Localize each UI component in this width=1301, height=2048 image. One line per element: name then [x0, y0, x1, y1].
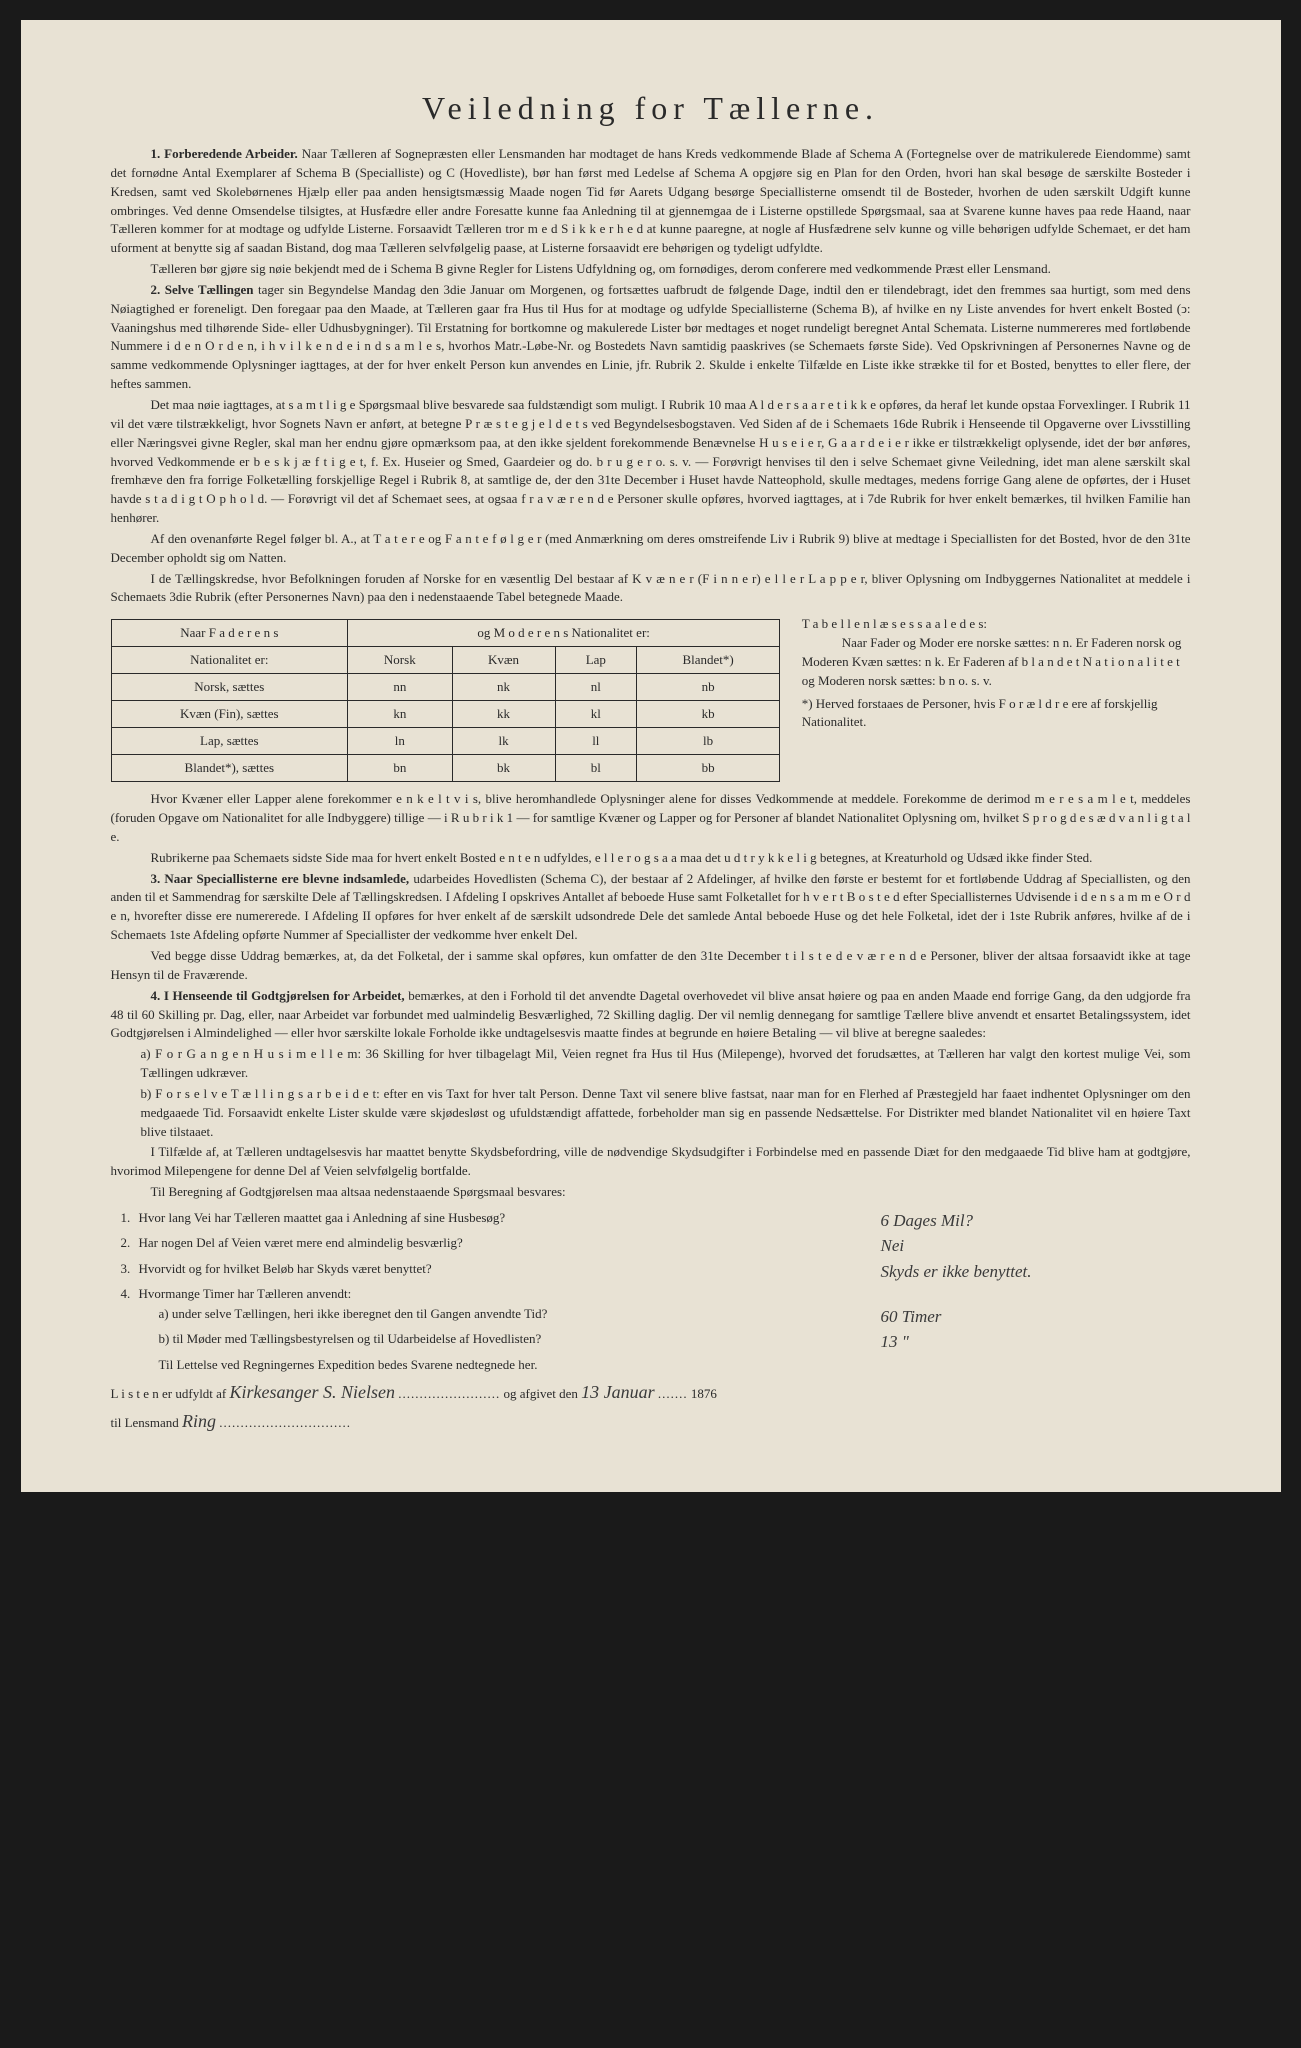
legend-heading: T a b e l l e n l æ s e s s a a l e d e …: [802, 615, 1191, 634]
nationality-table: Naar F a d e r e n s og M o d e r e n s …: [111, 619, 781, 782]
section-4-text2: I Tilfælde af, at Tælleren undtagelsesvi…: [111, 1143, 1191, 1181]
section-2-text2: Det maa nøie iagttages, at s a m t l i g…: [111, 396, 1191, 528]
section-1-label: 1. Forberedende Arbeider.: [151, 146, 298, 161]
signature-date: 13 Januar: [581, 1382, 655, 1402]
footer-signature-line: L i s t e n er udfyldt af Kirkesanger S.…: [111, 1382, 1191, 1403]
table-legend: T a b e l l e n l æ s e s s a a l e d e …: [802, 609, 1191, 732]
section-4-text3: Til Beregning af Godtgjørelsen maa altsa…: [111, 1183, 1191, 1202]
answer-handwritten: [871, 1355, 1191, 1375]
answer-handwritten: 13 ": [871, 1329, 1191, 1355]
after-table-p2: Rubrikerne paa Schemaets sidste Side maa…: [111, 849, 1191, 868]
section-2-text4: I de Tællingskredse, hvor Befolkningen f…: [111, 570, 1191, 608]
section-3-label: 3. Naar Speciallisterne ere blevne indsa…: [151, 871, 410, 886]
table-row: Blandet*), sættes bn bk bl bb: [111, 755, 780, 782]
questions-block: 1. Hvor lang Vei har Tælleren maattet ga…: [111, 1208, 1191, 1375]
table-row: Kvæn (Fin), sættes kn kk kl kb: [111, 701, 780, 728]
section-1-text2: Tælleren bør gjøre sig nøie bekjendt med…: [111, 260, 1191, 279]
signature-name: Kirkesanger S. Nielsen: [230, 1382, 395, 1402]
table-col4: Blandet*): [637, 647, 780, 674]
answer-handwritten: [871, 1284, 1191, 1304]
legend-text2: *) Herved forstaaes de Personer, hvis F …: [802, 695, 1191, 733]
after-table-p1: Hvor Kvæner eller Lapper alene forekomme…: [111, 790, 1191, 847]
question-row: 4. Hvormange Timer har Tælleren anvendt:: [111, 1284, 1191, 1304]
question-row: 1. Hvor lang Vei har Tælleren maattet ga…: [111, 1208, 1191, 1234]
answer-handwritten: Nei: [871, 1233, 1191, 1259]
answer-handwritten: 60 Timer: [871, 1304, 1191, 1330]
section-2-label: 2. Selve Tællingen: [151, 282, 254, 297]
section-4-b: b) F o r s e l v e T æ l l i n g s a r b…: [111, 1085, 1191, 1142]
section-1-text: Naar Tælleren af Sognepræsten eller Lens…: [111, 146, 1191, 255]
question-row: b) til Møder med Tællingsbestyrelsen og …: [111, 1329, 1191, 1355]
section-4-label: 4. I Henseende til Godtgjørelsen for Arb…: [151, 988, 405, 1003]
table-col2: Kvæn: [452, 647, 555, 674]
table-col3: Lap: [555, 647, 637, 674]
document-page: Veiledning for Tællerne. 1. Forberedende…: [21, 20, 1281, 1492]
footer-lensmand-line: til Lensmand Ring ......................…: [111, 1411, 1191, 1432]
question-row: 2. Har nogen Del af Veien været mere end…: [111, 1233, 1191, 1259]
section-2-text3: Af den ovenanførte Regel følger bl. A., …: [111, 530, 1191, 568]
table-col0: Nationalitet er:: [111, 647, 348, 674]
table-col1: Norsk: [348, 647, 452, 674]
after-table-text: Hvor Kvæner eller Lapper alene forekomme…: [111, 790, 1191, 1202]
page-title: Veiledning for Tællerne.: [111, 90, 1191, 127]
body-text: 1. Forberedende Arbeider. Naar Tælleren …: [111, 145, 1191, 607]
section-3-text2: Ved begge disse Uddrag bemærkes, at, da …: [111, 947, 1191, 985]
section-4-a: a) F o r G a n g e n H u s i m e l l e m…: [111, 1045, 1191, 1083]
section-2-text: tager sin Begyndelse Mandag den 3die Jan…: [111, 282, 1191, 391]
lensmand-name: Ring: [182, 1411, 216, 1431]
table-header-right: og M o d e r e n s Nationalitet er:: [348, 620, 780, 647]
table-row: Norsk, sættes nn nk nl nb: [111, 674, 780, 701]
question-row: 3. Hvorvidt og for hvilket Beløb har Sky…: [111, 1259, 1191, 1285]
answer-handwritten: Skyds er ikke benyttet.: [871, 1259, 1191, 1285]
table-header-left: Naar F a d e r e n s: [111, 620, 348, 647]
question-row: a) under selve Tællingen, heri ikke iber…: [111, 1304, 1191, 1330]
table-row: Lap, sættes ln lk ll lb: [111, 728, 780, 755]
answer-handwritten: 6 Dages Mil?: [871, 1208, 1191, 1234]
legend-text1: Naar Fader og Moder ere norske sættes: n…: [802, 634, 1191, 691]
question-row: Til Lettelse ved Regningernes Expedition…: [111, 1355, 1191, 1375]
